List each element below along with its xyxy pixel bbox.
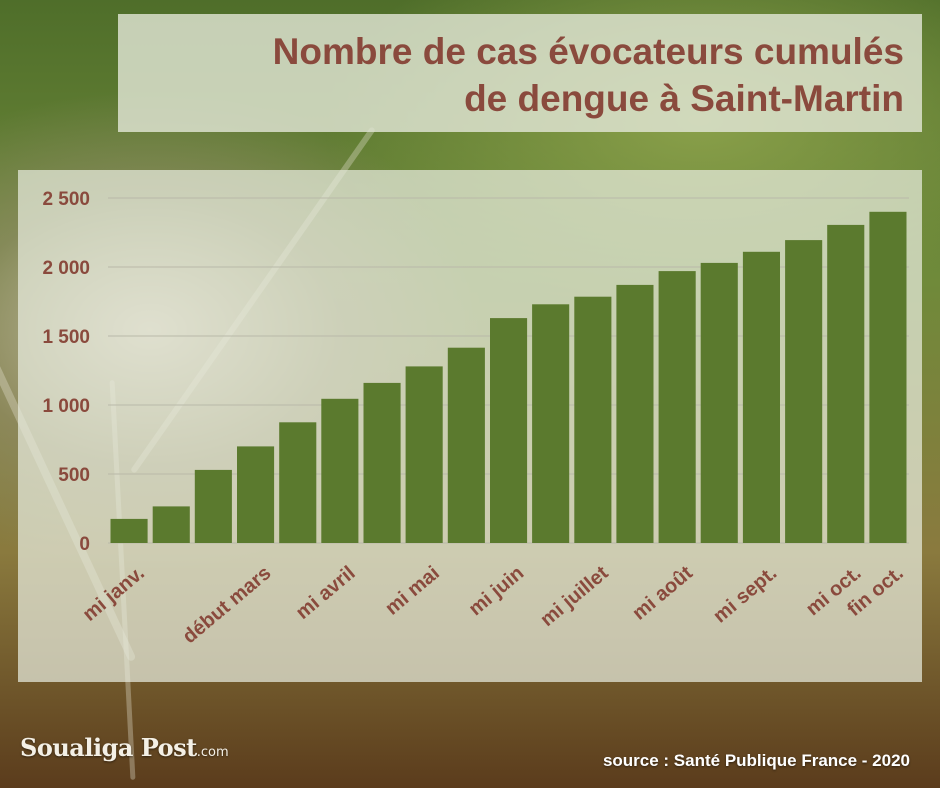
- y-tick-label: 500: [58, 465, 90, 486]
- bar: [279, 422, 317, 544]
- chart-title-line1: Nombre de cas évocateurs cumulés: [272, 31, 904, 72]
- bar: [447, 347, 485, 543]
- bar: [574, 296, 612, 543]
- x-tick-label: mi juillet: [536, 562, 613, 631]
- y-tick-label: 1 000: [42, 396, 90, 417]
- x-axis-ticks: mi janv. début mars mi avril mi mai mi juin m…: [79, 562, 908, 648]
- y-tick-label: 0: [79, 534, 90, 555]
- brand-suffix: .com: [196, 745, 229, 760]
- y-tick-label: 1 500: [42, 327, 90, 348]
- bar: [237, 446, 275, 543]
- chart-title: Nombre de cas évocateurs cumulés de deng…: [144, 28, 904, 122]
- bar: [742, 251, 780, 544]
- bar: [321, 398, 359, 543]
- bar: [827, 224, 865, 543]
- x-tick-label: mi avril: [292, 562, 360, 624]
- bar: [405, 366, 443, 543]
- bar: [194, 469, 232, 543]
- bar: [363, 382, 401, 543]
- title-panel: Nombre de cas évocateurs cumulés de deng…: [118, 14, 922, 132]
- source-note: source : Santé Publique France - 2020: [602, 751, 910, 770]
- bar: [532, 304, 570, 543]
- bar: [490, 318, 528, 543]
- bar: [700, 262, 738, 543]
- y-tick-label: 2 500: [42, 189, 90, 210]
- bar: [869, 211, 907, 544]
- chart-title-line2: de dengue à Saint-Martin: [464, 78, 904, 119]
- y-tick-label: 2 000: [42, 258, 90, 279]
- x-tick-label: mi janv.: [79, 562, 149, 626]
- bar: [616, 284, 654, 543]
- bar: [152, 506, 190, 543]
- bars: [110, 211, 907, 544]
- x-tick-label: mi mai: [381, 562, 444, 620]
- x-tick-label: mi sept.: [709, 562, 781, 627]
- bar: [658, 271, 696, 543]
- bar: [785, 240, 823, 543]
- brand-logo: Soualiga Post.com: [20, 733, 229, 762]
- x-tick-label: mi août: [628, 562, 697, 625]
- brand-name: Soualiga Post: [20, 733, 197, 762]
- x-tick-label: début mars: [179, 562, 276, 648]
- bar: [110, 518, 148, 543]
- y-axis-ticks: 0 500 1 000 1 500 2 000 2 500: [42, 189, 90, 555]
- x-tick-label: mi juin: [465, 562, 529, 620]
